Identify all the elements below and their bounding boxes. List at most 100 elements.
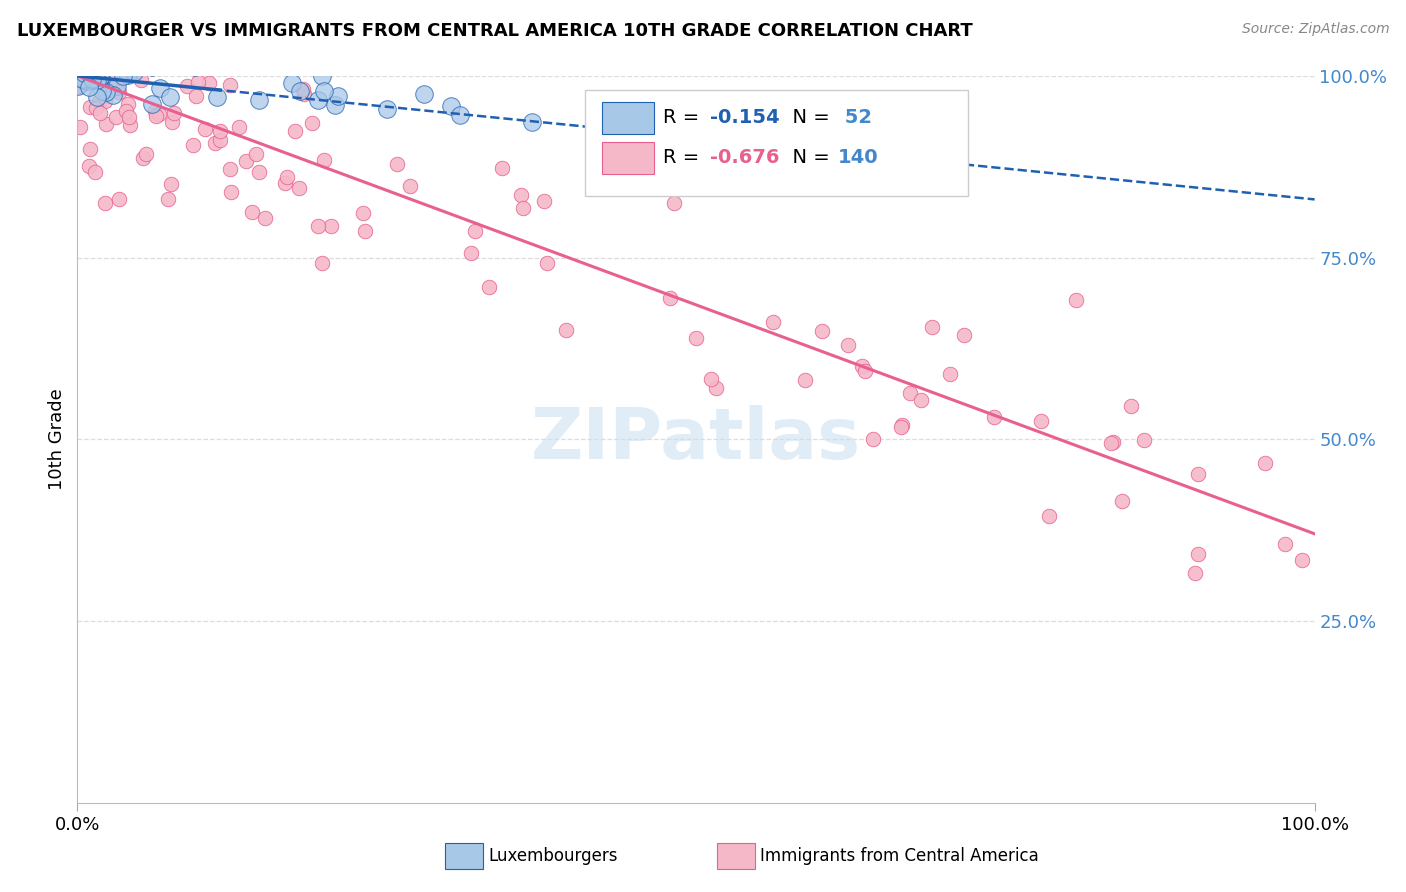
Point	[209, 133, 232, 147]
Point	[1064, 293, 1087, 307]
Point	[73, 54, 96, 69]
Point	[233, 54, 256, 69]
Point	[1291, 553, 1313, 567]
Point	[82, 54, 104, 69]
Point	[112, 54, 135, 69]
Point	[79, 100, 101, 114]
Point	[478, 280, 501, 294]
Text: Immigrants from Central America: Immigrants from Central America	[761, 847, 1039, 865]
Point	[837, 338, 859, 352]
Point	[90, 69, 112, 83]
Point	[87, 62, 110, 77]
Point	[898, 385, 921, 400]
FancyBboxPatch shape	[444, 843, 484, 869]
Y-axis label: 10th Grade: 10th Grade	[48, 388, 66, 491]
Point	[80, 63, 103, 78]
Point	[98, 78, 121, 92]
Point	[853, 364, 876, 378]
Point	[77, 159, 100, 173]
Point	[82, 59, 104, 73]
Point	[86, 54, 108, 69]
Point	[235, 153, 257, 168]
Point	[491, 161, 513, 175]
Point	[67, 78, 90, 93]
Point	[90, 84, 112, 98]
Point	[301, 116, 323, 130]
Point	[143, 104, 166, 119]
Point	[253, 211, 276, 226]
Point	[662, 196, 685, 211]
Point	[555, 323, 578, 337]
Point	[129, 73, 152, 87]
Point	[862, 432, 884, 446]
Point	[86, 73, 108, 87]
Point	[449, 108, 471, 122]
Point	[69, 120, 91, 135]
Point	[86, 90, 108, 104]
Point	[105, 78, 128, 93]
Point	[761, 315, 783, 329]
Point	[69, 65, 91, 79]
Point	[245, 146, 267, 161]
Point	[1187, 467, 1209, 482]
Point	[131, 54, 153, 69]
Point	[794, 373, 817, 387]
Point	[312, 84, 335, 98]
Point	[921, 320, 943, 334]
Point	[75, 73, 97, 87]
Point	[194, 121, 217, 136]
Point	[352, 205, 374, 219]
Point	[247, 165, 270, 179]
Point	[159, 89, 181, 103]
Point	[1099, 435, 1122, 450]
Point	[104, 54, 127, 69]
Point	[94, 56, 117, 70]
Point	[198, 77, 221, 91]
Point	[101, 87, 124, 102]
Point	[101, 67, 124, 81]
Text: 140: 140	[838, 148, 879, 168]
Point	[412, 87, 434, 101]
Point	[163, 105, 186, 120]
FancyBboxPatch shape	[602, 102, 654, 134]
Point	[1254, 456, 1277, 470]
Point	[910, 393, 932, 408]
Point	[84, 101, 107, 115]
Text: Source: ZipAtlas.com: Source: ZipAtlas.com	[1241, 22, 1389, 37]
Point	[76, 54, 98, 69]
Point	[890, 420, 912, 434]
Point	[89, 70, 111, 84]
Text: -0.676: -0.676	[710, 148, 779, 168]
Point	[72, 54, 94, 69]
Point	[67, 78, 90, 93]
Point	[72, 75, 94, 89]
Point	[105, 54, 128, 69]
Text: -0.154: -0.154	[710, 109, 779, 128]
Point	[891, 418, 914, 433]
Point	[288, 84, 311, 98]
Point	[281, 76, 304, 90]
Text: 52: 52	[838, 109, 872, 128]
Point	[323, 98, 346, 112]
Point	[274, 176, 297, 190]
Point	[76, 74, 98, 88]
Point	[312, 153, 335, 167]
Point	[209, 124, 232, 138]
Point	[1121, 400, 1143, 414]
Point	[952, 328, 974, 343]
Point	[122, 64, 145, 78]
Point	[311, 256, 333, 270]
Point	[70, 54, 93, 69]
Point	[460, 245, 482, 260]
Point	[1274, 537, 1296, 551]
Point	[77, 80, 100, 95]
Point	[111, 69, 134, 83]
Point	[704, 381, 727, 395]
Point	[399, 179, 422, 194]
Point	[86, 74, 108, 88]
Point	[94, 85, 117, 99]
Point	[80, 69, 103, 83]
Point	[67, 76, 90, 90]
Point	[148, 107, 170, 121]
Point	[176, 79, 198, 94]
